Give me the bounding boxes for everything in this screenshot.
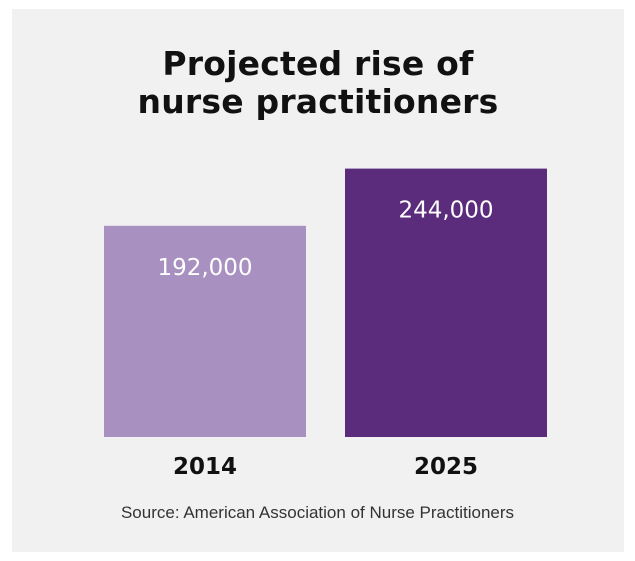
chart-title-line-1: Projected rise of <box>162 44 474 83</box>
category-label-2014: 2014 <box>173 454 237 480</box>
bars-layer <box>104 168 547 437</box>
chart-title-line-2: nurse practitioners <box>137 82 499 121</box>
category-label-2025: 2025 <box>414 454 478 480</box>
source-note: Source: American Association of Nurse Pr… <box>120 503 515 522</box>
chart-title: Projected rise of nurse practitioners <box>12 45 624 121</box>
bar-2014 <box>104 225 306 437</box>
bar-2025 <box>345 168 547 437</box>
value-label-2025: 244,000 <box>398 198 493 224</box>
value-label-2014: 192,000 <box>157 255 252 281</box>
labels-layer: 192,000 2014 244,000 2025 <box>157 198 493 480</box>
